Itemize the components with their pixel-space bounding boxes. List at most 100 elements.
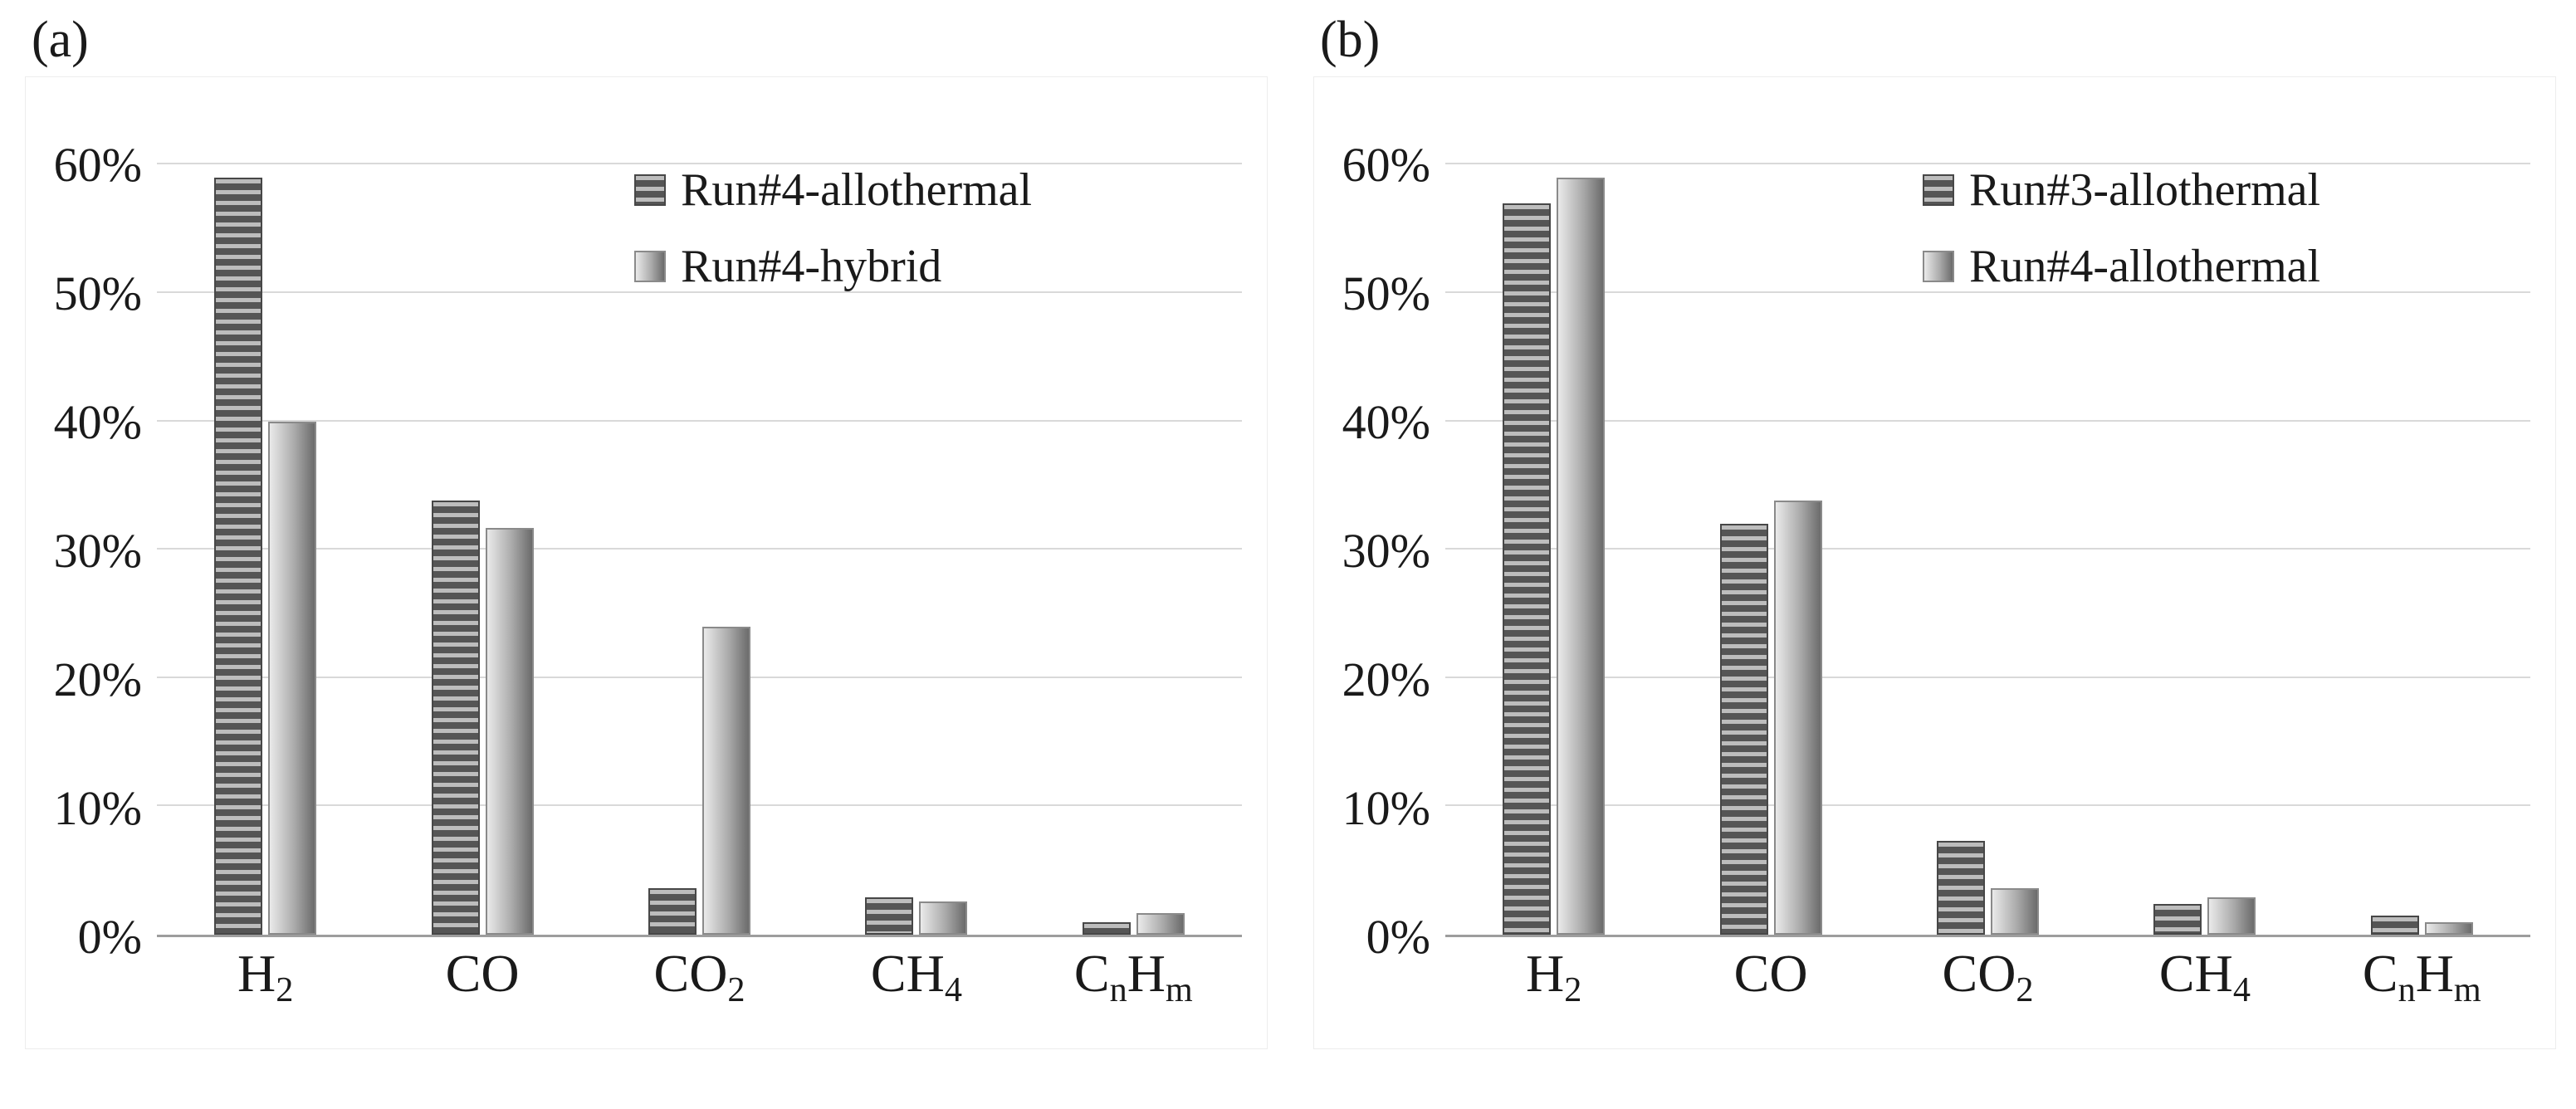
bar-b-h2-series1 bbox=[1503, 203, 1552, 935]
bar-b-co2-series1 bbox=[1937, 841, 1986, 935]
chart-panel: (b) 0% 10% 20% 30% 40% 50% 60% Run#3-allotherm… bbox=[1313, 12, 2556, 1109]
y-tick-label: 0% bbox=[1366, 910, 1430, 964]
legend-label: Run#4-hybrid bbox=[681, 241, 942, 292]
bar-a-co-series2 bbox=[485, 527, 534, 935]
gridline bbox=[1445, 163, 2530, 165]
label-text: CO bbox=[1942, 944, 2016, 1003]
y-tick-label: 50% bbox=[1342, 266, 1430, 320]
chart-grid: 0% 10% 20% 30% 40% 50% 60% Run#3-allothermal Ru… bbox=[1321, 100, 2530, 1037]
legend-swatch-striped bbox=[1923, 174, 1955, 206]
subscript-text: m bbox=[1165, 970, 1193, 1009]
label-text: C bbox=[1073, 944, 1110, 1003]
gridline bbox=[157, 676, 1242, 678]
bar-a-ch4-series1 bbox=[865, 897, 914, 935]
legend-label: Run#4-allothermal bbox=[1969, 241, 2321, 292]
bar-group bbox=[1662, 100, 1879, 935]
plot-area: Run#3-allothermal Run#4-allothermal bbox=[1445, 100, 2530, 937]
label-text: H bbox=[1526, 944, 1565, 1003]
category-label: CH4 bbox=[808, 947, 1024, 1037]
gridline bbox=[1445, 291, 2530, 293]
gridline bbox=[1445, 804, 2530, 807]
category-label: CO2 bbox=[591, 947, 808, 1037]
bar-group bbox=[591, 100, 808, 935]
gridline bbox=[157, 804, 1242, 807]
legend-label: Run#4-allothermal bbox=[681, 164, 1033, 216]
category-label: CO2 bbox=[1879, 947, 2096, 1037]
chart-grid: 0% 10% 20% 30% 40% 50% 60% Run#4-allothermal Ru… bbox=[32, 100, 1242, 1037]
y-tick-label: 40% bbox=[1342, 394, 1430, 449]
bar-group bbox=[2314, 100, 2530, 935]
category-label: H2 bbox=[157, 947, 374, 1037]
category-label: CnHm bbox=[2314, 947, 2530, 1037]
x-axis: H2 CO CO2 CH4 CnHm bbox=[157, 937, 1242, 1037]
y-tick-label: 30% bbox=[1342, 523, 1430, 578]
gridline bbox=[157, 163, 1242, 165]
plot-area: Run#4-allothermal Run#4-hybrid bbox=[157, 100, 1242, 937]
bar-b-h2-series2 bbox=[1557, 177, 1606, 935]
bar-group bbox=[1445, 100, 1662, 935]
subscript-text: 2 bbox=[1564, 970, 1582, 1009]
label-text: CH bbox=[2158, 944, 2233, 1003]
label-text: H bbox=[2415, 944, 2454, 1003]
bar-group bbox=[374, 100, 590, 935]
y-tick-label: 20% bbox=[1342, 652, 1430, 706]
subscript-text: n bbox=[2398, 970, 2416, 1009]
y-tick-label: 60% bbox=[1342, 137, 1430, 192]
legend-entry: Run#3-allothermal bbox=[1923, 167, 2320, 213]
legend: Run#4-allothermal Run#4-hybrid bbox=[634, 167, 1032, 290]
bar-a-h2-series2 bbox=[268, 421, 317, 935]
y-tick-label: 30% bbox=[53, 523, 142, 578]
bar-group bbox=[2096, 100, 2313, 935]
category-label: CO bbox=[1662, 947, 1879, 1037]
y-tick-label: 20% bbox=[53, 652, 142, 706]
label-text: C bbox=[2362, 944, 2398, 1003]
legend-swatch-gradient bbox=[1923, 251, 1955, 282]
subscript-text: 2 bbox=[276, 970, 294, 1009]
bar-a-cnhm-series2 bbox=[1136, 912, 1185, 935]
subscript-text: 2 bbox=[727, 970, 745, 1009]
legend-entry: Run#4-hybrid bbox=[634, 243, 1032, 290]
legend-swatch-gradient bbox=[634, 251, 667, 282]
bar-b-cnhm-series1 bbox=[2370, 915, 2419, 935]
y-axis: 0% 10% 20% 30% 40% 50% 60% bbox=[32, 100, 157, 960]
y-tick-label: 10% bbox=[1342, 780, 1430, 835]
label-text: CH bbox=[870, 944, 945, 1003]
legend-swatch-striped bbox=[634, 174, 667, 206]
bar-a-ch4-series2 bbox=[919, 901, 968, 935]
label-text: CO bbox=[1733, 944, 1808, 1003]
category-label: H2 bbox=[1445, 947, 1662, 1037]
y-tick-label: 40% bbox=[53, 394, 142, 449]
gridline bbox=[157, 548, 1242, 550]
category-label: CnHm bbox=[1025, 947, 1242, 1037]
bar-b-co2-series2 bbox=[1991, 888, 2040, 935]
chart-box: 0% 10% 20% 30% 40% 50% 60% Run#4-allothermal Ru… bbox=[25, 76, 1268, 1049]
subscript-text: 2 bbox=[2016, 970, 2034, 1009]
label-text: CO bbox=[445, 944, 520, 1003]
panel-label: (b) bbox=[1320, 12, 1381, 68]
bar-group bbox=[1025, 100, 1242, 935]
y-tick-label: 50% bbox=[53, 266, 142, 320]
gridline bbox=[1445, 548, 2530, 550]
y-tick-label: 0% bbox=[77, 910, 142, 964]
legend-label: Run#3-allothermal bbox=[1969, 164, 2321, 216]
bar-group bbox=[808, 100, 1024, 935]
panel-label: (a) bbox=[32, 12, 89, 68]
bar-group bbox=[1879, 100, 2096, 935]
bar-b-cnhm-series2 bbox=[2424, 921, 2473, 935]
x-axis: H2 CO CO2 CH4 CnHm bbox=[1445, 937, 2530, 1037]
subscript-text: n bbox=[1109, 970, 1127, 1009]
bar-b-co-series1 bbox=[1719, 524, 1768, 935]
bar-a-co2-series2 bbox=[702, 626, 751, 935]
label-text: H bbox=[1127, 944, 1166, 1003]
legend-entry: Run#4-allothermal bbox=[1923, 243, 2320, 290]
label-text: H bbox=[237, 944, 276, 1003]
bar-group bbox=[157, 100, 374, 935]
gridline bbox=[157, 419, 1242, 422]
bar-a-co-series1 bbox=[431, 501, 480, 935]
legend-entry: Run#4-allothermal bbox=[634, 167, 1032, 213]
bar-a-cnhm-series1 bbox=[1082, 921, 1131, 935]
subscript-text: 4 bbox=[944, 970, 962, 1009]
chart-box: 0% 10% 20% 30% 40% 50% 60% Run#3-allothermal Ru… bbox=[1313, 76, 2556, 1049]
subscript-text: m bbox=[2453, 970, 2481, 1009]
